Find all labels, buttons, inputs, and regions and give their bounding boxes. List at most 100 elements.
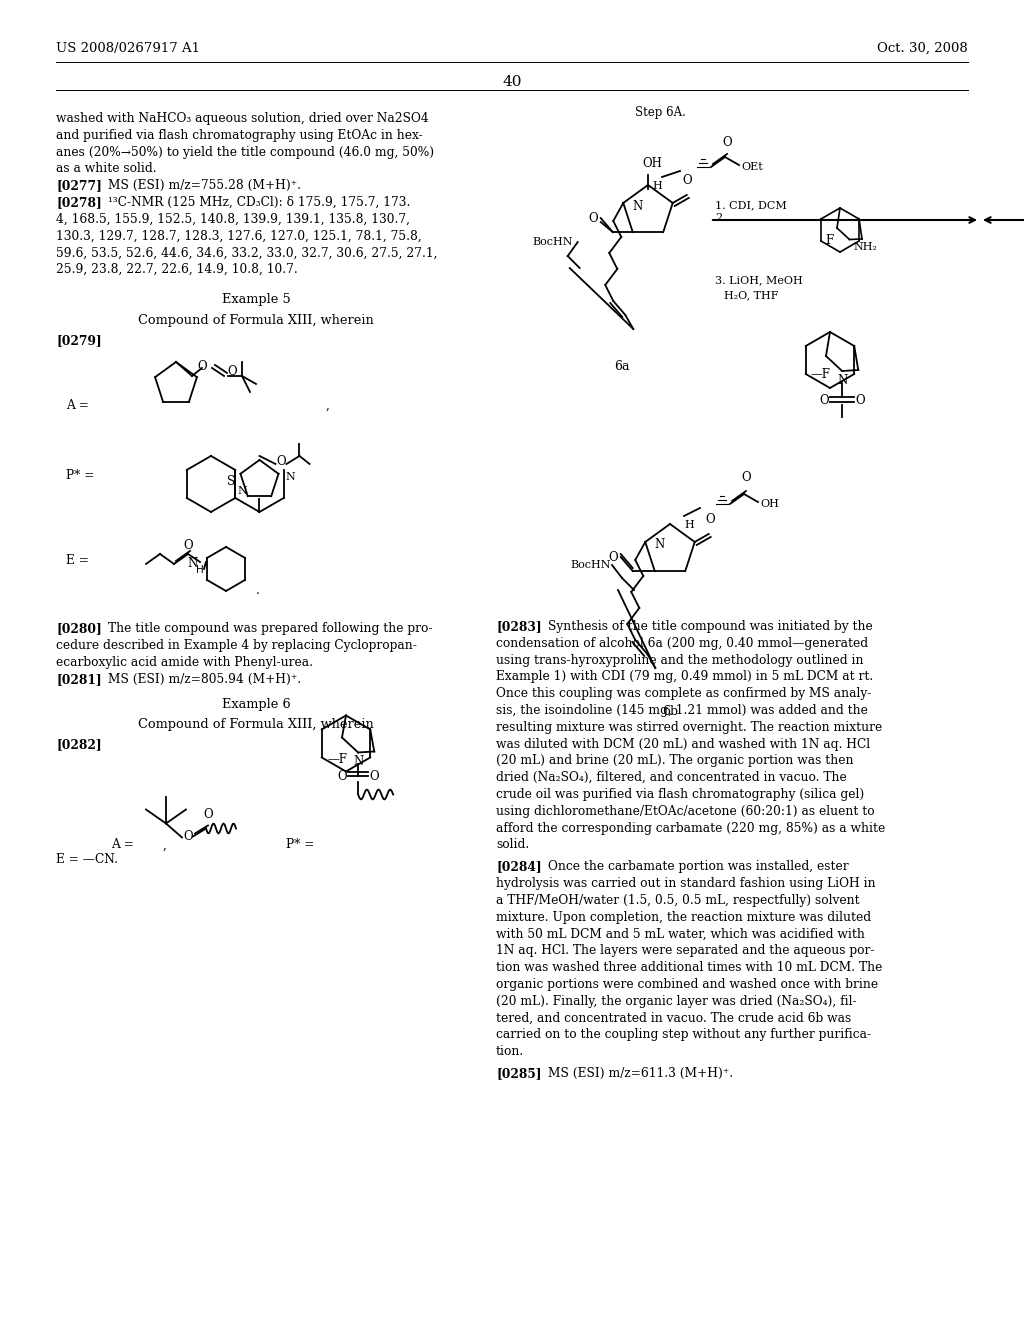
Text: MS (ESI) m/z=755.28 (M+H)⁺.: MS (ESI) m/z=755.28 (M+H)⁺.	[108, 180, 301, 193]
Text: O: O	[819, 395, 829, 408]
Text: MS (ESI) m/z=611.3 (M+H)⁺.: MS (ESI) m/z=611.3 (M+H)⁺.	[548, 1067, 733, 1080]
Text: [0278]: [0278]	[56, 195, 101, 209]
Text: resulting mixture was stirred overnight. The reaction mixture: resulting mixture was stirred overnight.…	[496, 721, 883, 734]
Text: O: O	[705, 513, 715, 525]
Text: O: O	[682, 174, 691, 187]
Text: P* =: P* =	[66, 469, 94, 482]
Text: sis, the isoindoline (145 mg, 1.21 mmol) was added and the: sis, the isoindoline (145 mg, 1.21 mmol)…	[496, 704, 868, 717]
Text: N: N	[837, 374, 847, 387]
Text: N: N	[286, 473, 296, 482]
Text: anes (20%→50%) to yield the title compound (46.0 mg, 50%): anes (20%→50%) to yield the title compou…	[56, 145, 434, 158]
Text: solid.: solid.	[496, 838, 529, 851]
Text: E =: E =	[66, 554, 89, 568]
Text: H: H	[652, 181, 662, 191]
Text: Example 5: Example 5	[221, 293, 291, 306]
Text: ¹³C-NMR (125 MHz, CD₃Cl): δ 175.9, 175.7, 173.: ¹³C-NMR (125 MHz, CD₃Cl): δ 175.9, 175.7…	[108, 195, 411, 209]
Text: tion.: tion.	[496, 1045, 524, 1059]
Text: [0279]: [0279]	[56, 334, 101, 347]
Text: condensation of alcohol 6a (200 mg, 0.40 mmol—generated: condensation of alcohol 6a (200 mg, 0.40…	[496, 636, 868, 649]
Text: A =: A =	[111, 838, 134, 851]
Text: Once this coupling was complete as confirmed by MS analy-: Once this coupling was complete as confi…	[496, 688, 871, 700]
Text: O: O	[370, 770, 379, 783]
Text: N: N	[187, 557, 198, 570]
Text: O: O	[227, 366, 237, 379]
Text: 25.9, 23.8, 22.7, 22.6, 14.9, 10.8, 10.7.: 25.9, 23.8, 22.7, 22.6, 14.9, 10.8, 10.7…	[56, 263, 298, 276]
Text: The title compound was prepared following the pro-: The title compound was prepared followin…	[108, 622, 432, 635]
Text: BocHN: BocHN	[570, 560, 610, 570]
Text: 130.3, 129.7, 128.7, 128.3, 127.6, 127.0, 125.1, 78.1, 75.8,: 130.3, 129.7, 128.7, 128.3, 127.6, 127.0…	[56, 230, 422, 243]
Text: [0285]: [0285]	[496, 1067, 542, 1080]
Text: hydrolysis was carried out in standard fashion using LiOH in: hydrolysis was carried out in standard f…	[496, 876, 876, 890]
Text: H: H	[684, 520, 693, 531]
Text: carried on to the coupling step without any further purifica-: carried on to the coupling step without …	[496, 1028, 871, 1041]
Text: tered, and concentrated in vacuo. The crude acid 6b was: tered, and concentrated in vacuo. The cr…	[496, 1011, 851, 1024]
Text: dried (Na₂SO₄), filtered, and concentrated in vacuo. The: dried (Na₂SO₄), filtered, and concentrat…	[496, 771, 847, 784]
Text: O: O	[183, 540, 193, 553]
Text: —F: —F	[811, 367, 830, 380]
Text: tion was washed three additional times with 10 mL DCM. The: tion was washed three additional times w…	[496, 961, 883, 974]
Text: 6a: 6a	[614, 360, 630, 374]
Text: N: N	[633, 199, 643, 213]
Text: using dichloromethane/EtOAc/acetone (60:20:1) as eluent to: using dichloromethane/EtOAc/acetone (60:…	[496, 805, 874, 818]
Text: O: O	[276, 455, 286, 469]
Text: BocHN: BocHN	[532, 238, 573, 247]
Text: N: N	[238, 486, 247, 496]
Text: 1N aq. HCl. The layers were separated and the aqueous por-: 1N aq. HCl. The layers were separated an…	[496, 944, 874, 957]
Text: [0284]: [0284]	[496, 861, 542, 874]
Text: 59.6, 53.5, 52.6, 44.6, 34.6, 33.2, 33.0, 32.7, 30.6, 27.5, 27.1,: 59.6, 53.5, 52.6, 44.6, 34.6, 33.2, 33.0…	[56, 247, 437, 260]
Text: E = —CN.: E = —CN.	[56, 854, 118, 866]
Text: NH₂: NH₂	[854, 242, 878, 252]
Text: 40: 40	[502, 75, 522, 88]
Text: Oct. 30, 2008: Oct. 30, 2008	[878, 42, 968, 55]
Text: A =: A =	[66, 399, 89, 412]
Text: was diluted with DCM (20 mL) and washed with 1N aq. HCl: was diluted with DCM (20 mL) and washed …	[496, 738, 870, 751]
Text: O: O	[183, 830, 193, 843]
Text: ecarboxylic acid amide with Phenyl-urea.: ecarboxylic acid amide with Phenyl-urea.	[56, 656, 313, 669]
Text: 4, 168.5, 155.9, 152.5, 140.8, 139.9, 139.1, 135.8, 130.7,: 4, 168.5, 155.9, 152.5, 140.8, 139.9, 13…	[56, 213, 410, 226]
Text: P* =: P* =	[286, 838, 314, 851]
Text: as a white solid.: as a white solid.	[56, 162, 157, 176]
Text: O: O	[855, 395, 865, 408]
Text: washed with NaHCO₃ aqueous solution, dried over Na2SO4: washed with NaHCO₃ aqueous solution, dri…	[56, 112, 429, 125]
Text: O: O	[741, 471, 751, 484]
Text: OH: OH	[760, 499, 779, 510]
Text: F: F	[825, 235, 834, 248]
Text: [0283]: [0283]	[496, 620, 542, 634]
Text: ,: ,	[326, 399, 330, 412]
Text: 6b: 6b	[662, 705, 678, 718]
Text: US 2008/0267917 A1: US 2008/0267917 A1	[56, 42, 200, 55]
Text: [0281]: [0281]	[56, 673, 101, 686]
Text: with 50 mL DCM and 5 mL water, which was acidified with: with 50 mL DCM and 5 mL water, which was…	[496, 928, 865, 940]
Text: N: N	[655, 539, 666, 552]
Text: OEt: OEt	[741, 162, 763, 172]
Text: MS (ESI) m/z=805.94 (M+H)⁺.: MS (ESI) m/z=805.94 (M+H)⁺.	[108, 673, 301, 686]
Text: O: O	[198, 360, 207, 374]
Text: 2.: 2.	[715, 213, 726, 223]
Text: [0282]: [0282]	[56, 738, 101, 751]
Text: 3. LiOH, MeOH: 3. LiOH, MeOH	[715, 275, 803, 285]
Text: crude oil was purified via flash chromatography (silica gel): crude oil was purified via flash chromat…	[496, 788, 864, 801]
Text: S: S	[227, 475, 236, 488]
Text: H₂O, THF: H₂O, THF	[724, 290, 778, 300]
Text: Compound of Formula XIII, wherein: Compound of Formula XIII, wherein	[138, 718, 374, 731]
Text: using trans-hyroxyproline and the methodology outlined in: using trans-hyroxyproline and the method…	[496, 653, 863, 667]
Text: afford the corresponding carbamate (220 mg, 85%) as a white: afford the corresponding carbamate (220 …	[496, 821, 886, 834]
Text: —F: —F	[328, 752, 348, 766]
Text: a THF/MeOH/water (1.5, 0.5, 0.5 mL, respectfully) solvent: a THF/MeOH/water (1.5, 0.5, 0.5 mL, resp…	[496, 894, 859, 907]
Text: O: O	[608, 550, 617, 564]
Text: mixture. Upon completion, the reaction mixture was diluted: mixture. Upon completion, the reaction m…	[496, 911, 871, 924]
Text: Example 6: Example 6	[221, 698, 291, 711]
Text: (20 mL). Finally, the organic layer was dried (Na₂SO₄), fil-: (20 mL). Finally, the organic layer was …	[496, 995, 857, 1007]
Text: ,: ,	[163, 838, 167, 851]
Text: organic portions were combined and washed once with brine: organic portions were combined and washe…	[496, 978, 879, 991]
Text: O: O	[722, 136, 732, 149]
Text: Example 1) with CDI (79 mg, 0.49 mmol) in 5 mL DCM at rt.: Example 1) with CDI (79 mg, 0.49 mmol) i…	[496, 671, 873, 684]
Text: Once the carbamate portion was installed, ester: Once the carbamate portion was installed…	[548, 861, 849, 874]
Text: Compound of Formula XIII, wherein: Compound of Formula XIII, wherein	[138, 314, 374, 326]
Text: N: N	[353, 755, 364, 768]
Text: Synthesis of the title compound was initiated by the: Synthesis of the title compound was init…	[548, 620, 872, 634]
Text: O: O	[588, 211, 598, 224]
Text: OH: OH	[642, 157, 662, 170]
Text: [0277]: [0277]	[56, 180, 101, 193]
Text: O: O	[337, 770, 347, 783]
